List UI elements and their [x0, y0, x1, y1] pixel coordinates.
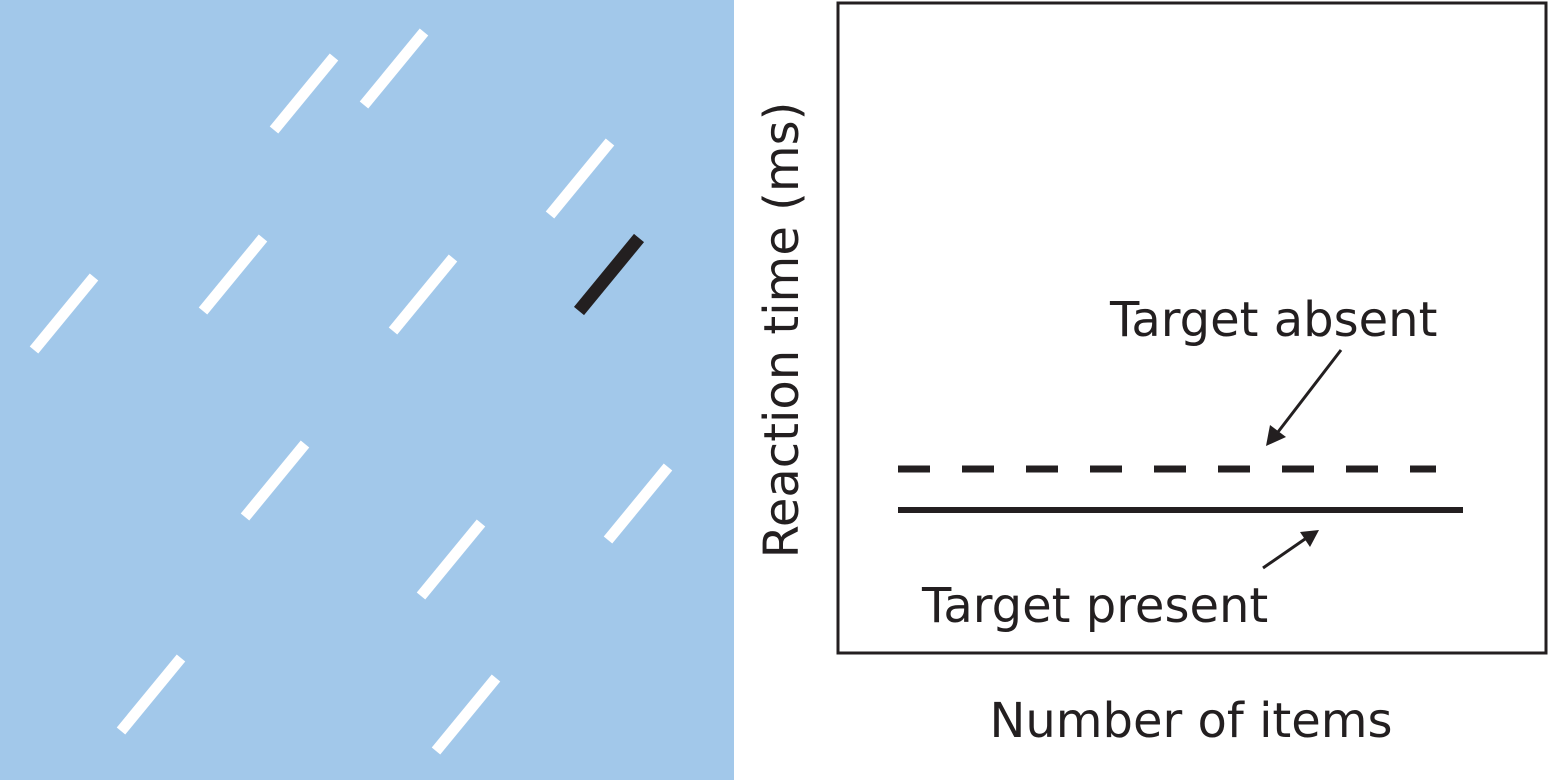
target-absent-arrow-head [1266, 425, 1286, 446]
distractor-bar [359, 28, 429, 109]
distractor-bar [416, 519, 486, 600]
distractor-items [29, 28, 673, 755]
distractor-bar [240, 440, 310, 521]
x-axis-label: Number of items [989, 693, 1392, 749]
distractor-bar [388, 254, 458, 335]
distractor-bar [198, 234, 268, 315]
reaction-time-graph: Reaction time (ms) Number of items Targe… [754, 1, 1548, 749]
target-present-label: Target present [921, 578, 1268, 634]
graph-frame [836, 1, 1548, 655]
distractor-bar [29, 273, 99, 354]
target-absent-arrow-shaft [1276, 349, 1343, 433]
distractor-bar [603, 463, 673, 544]
distractor-bar [431, 674, 501, 755]
distractor-bar [116, 654, 186, 735]
search-display-panel [0, 0, 734, 780]
target-absent-label: Target absent [1109, 292, 1437, 348]
target-bar [573, 233, 645, 316]
target-present-arrow-shaft [1262, 537, 1306, 570]
target-present-arrow-head [1300, 530, 1319, 547]
y-axis-label: Reaction time (ms) [754, 102, 810, 559]
distractor-bar [269, 53, 339, 134]
search-display-background [0, 0, 734, 780]
distractor-bar [545, 138, 615, 219]
